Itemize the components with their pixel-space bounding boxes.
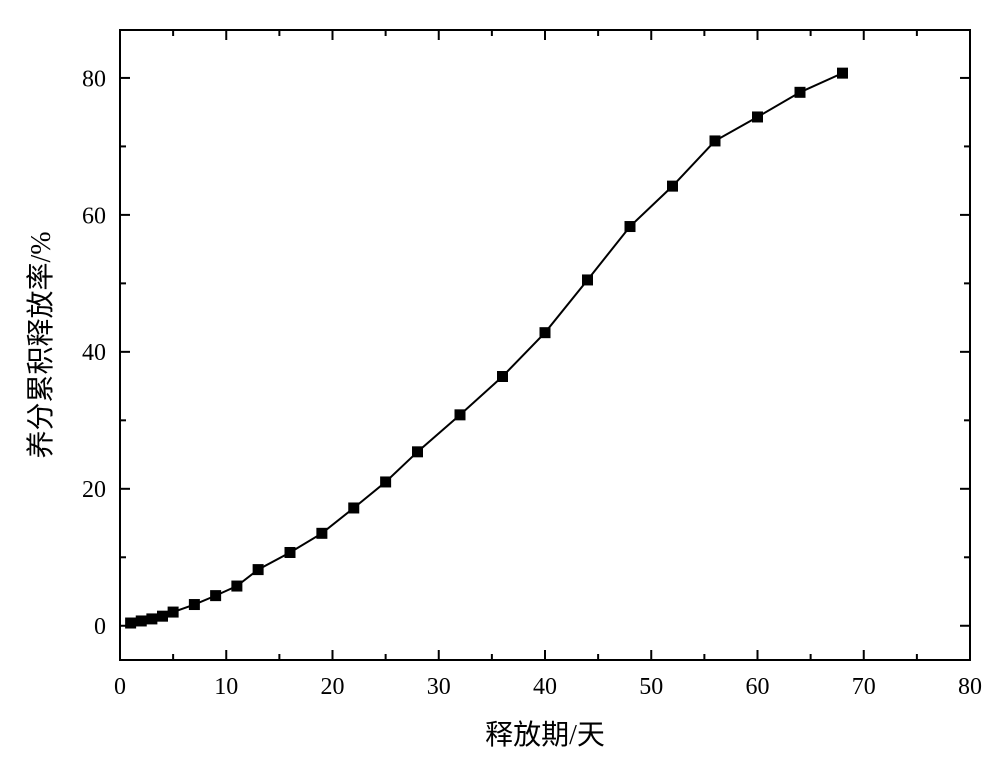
x-axis-title: 释放期/天 [485,719,605,751]
x-tick-label: 0 [114,674,126,700]
chart-svg: 0 10 20 30 40 50 60 70 80 释放期/天 0 20 40 60 80 养分累积释放率/% [0,0,1000,781]
data-marker [838,68,848,78]
x-tick-label: 40 [533,674,557,700]
y-tick-label: 20 [82,477,106,503]
data-marker [285,547,295,557]
x-tick-label: 30 [427,674,451,700]
data-marker [498,372,508,382]
x-tick-label: 70 [852,674,876,700]
data-marker [795,87,805,97]
data-marker [753,112,763,122]
data-marker [158,611,168,621]
data-marker [232,581,242,591]
data-marker [168,607,178,617]
x-tick-label: 60 [746,674,770,700]
y-tick-label: 80 [82,66,106,92]
data-marker [625,222,635,232]
data-marker [253,565,263,575]
data-marker [381,477,391,487]
y-tick-label: 0 [94,614,106,640]
data-marker [413,447,423,457]
data-marker [126,618,136,628]
data-marker [583,275,593,285]
data-marker [189,600,199,610]
data-marker [668,181,678,191]
data-marker [540,328,550,338]
data-marker [455,410,465,420]
data-marker [349,503,359,513]
x-tick-label: 50 [639,674,663,700]
x-tick-label: 20 [321,674,345,700]
data-marker [211,591,221,601]
plot-border [120,30,970,660]
data-marker [317,528,327,538]
x-tick-label: 10 [214,674,238,700]
chart-container: 0 10 20 30 40 50 60 70 80 释放期/天 0 20 40 60 80 养分累积释放率/% [0,0,1000,781]
x-tick-label: 80 [958,674,982,700]
data-marker [136,616,146,626]
series-line [131,73,843,623]
y-axis-title: 养分累积释放率/% [25,231,57,458]
data-marker [147,614,157,624]
y-tick-label: 40 [82,340,106,366]
y-tick-label: 60 [82,203,106,229]
data-marker [710,136,720,146]
